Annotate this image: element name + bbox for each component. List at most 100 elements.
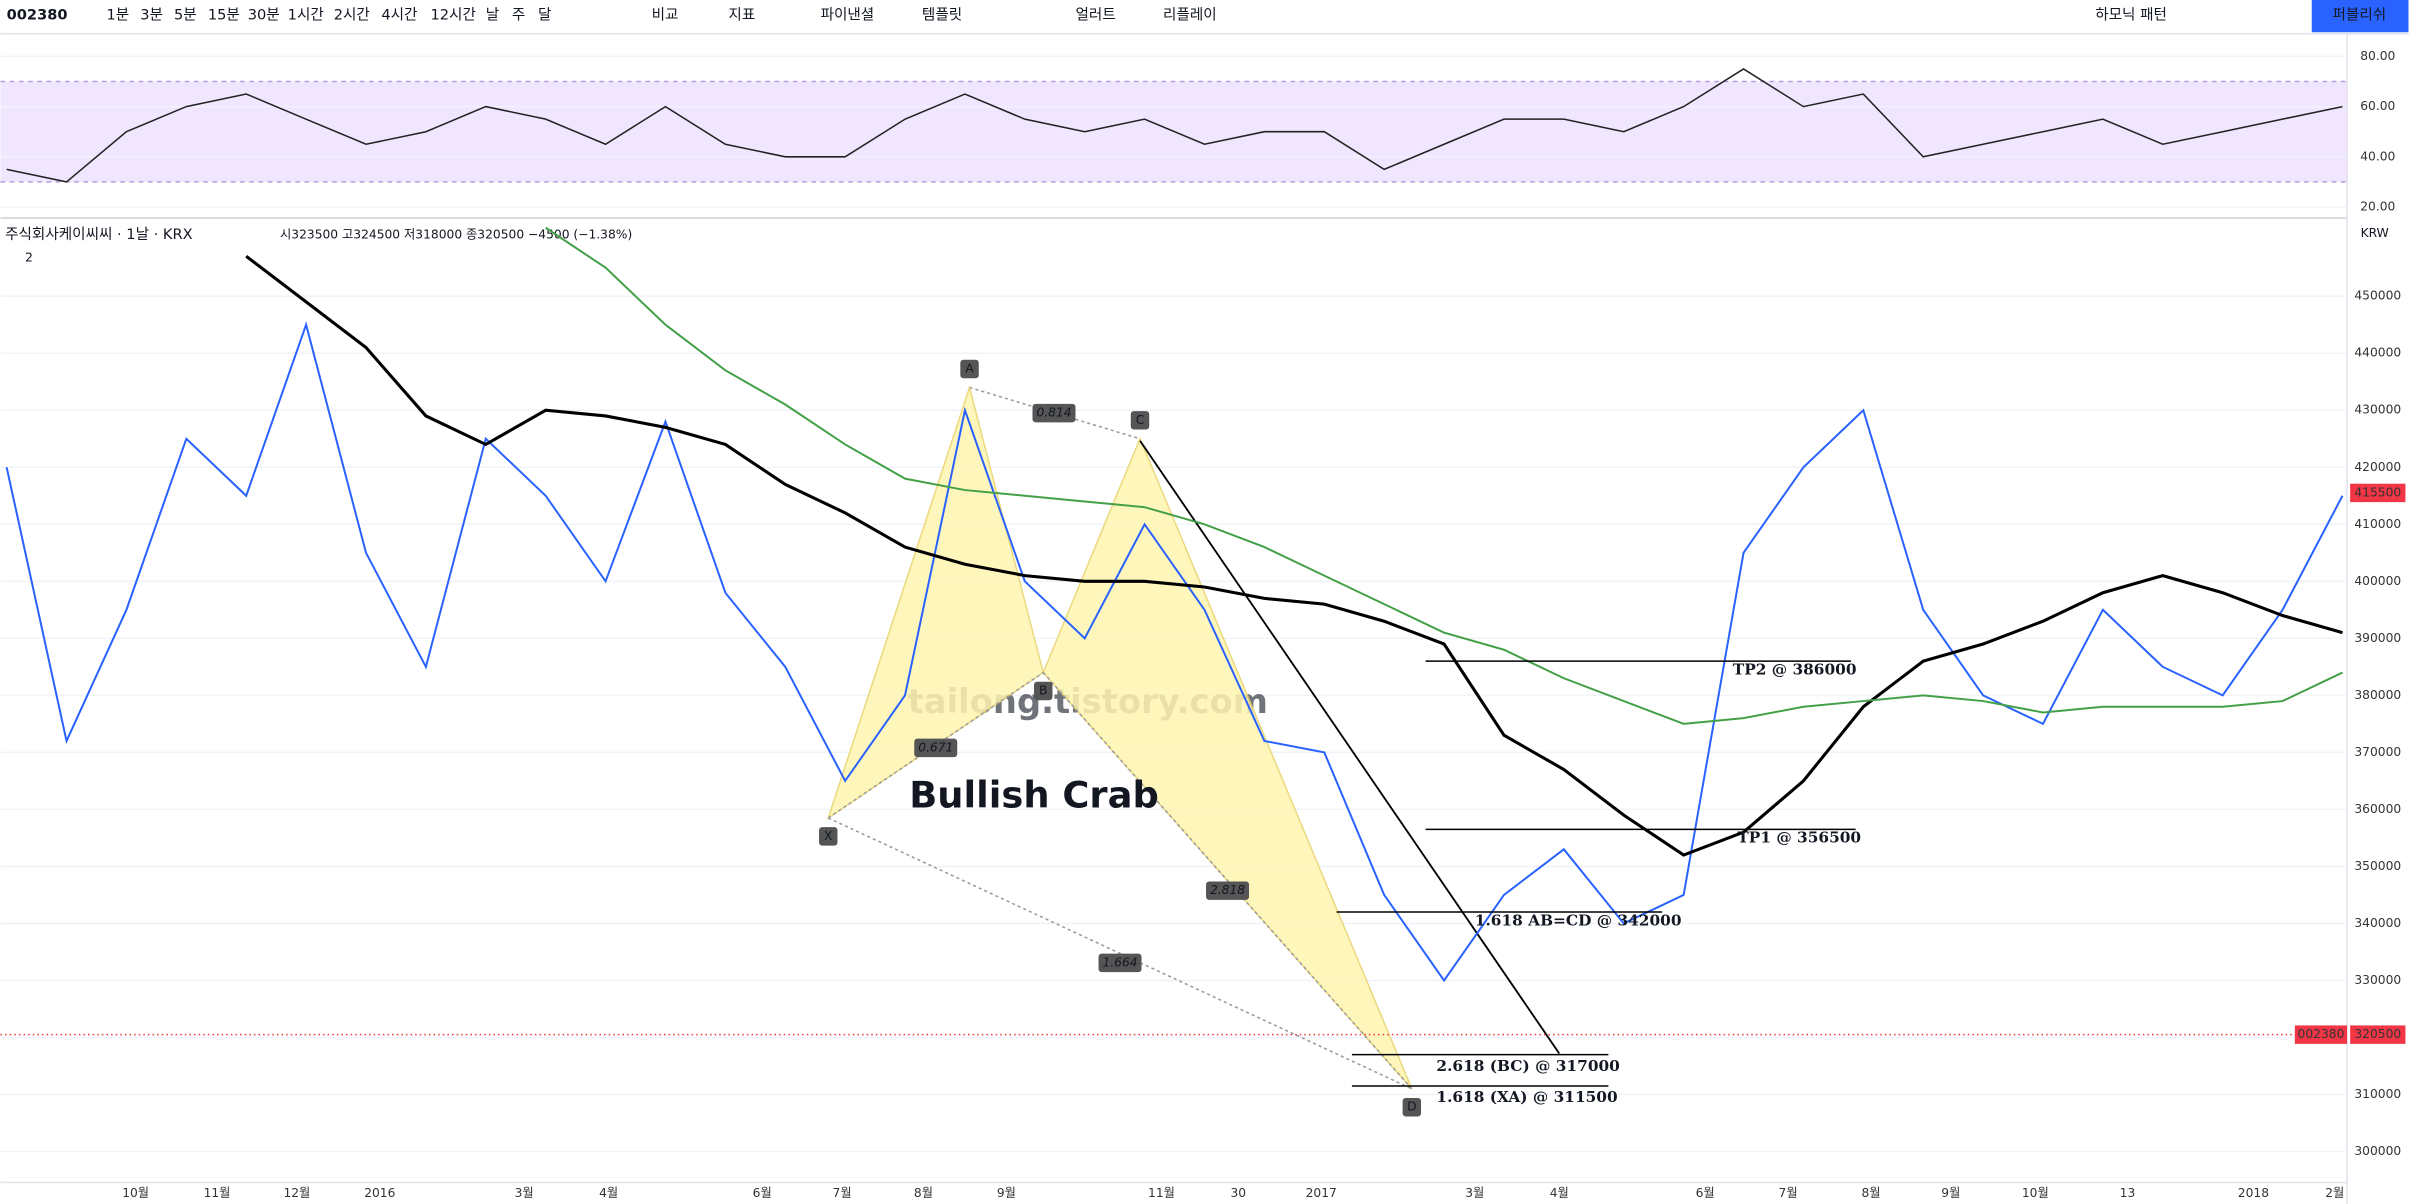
- interval-button[interactable]: 날: [486, 6, 499, 23]
- point-badge: [1034, 681, 1053, 701]
- publish-button[interactable]: [2311, 0, 2409, 33]
- pattern-button[interactable]: 하모닉 패턴: [2095, 6, 2167, 23]
- tool-button[interactable]: 비교: [652, 6, 679, 23]
- y-tick-label: 380000: [2354, 688, 2401, 702]
- x-tick-label: 13: [2120, 1186, 2136, 1200]
- y-tick-label: 310000: [2354, 1087, 2401, 1101]
- x-tick-label: 2016: [364, 1186, 395, 1200]
- ratio-line: [1042, 672, 1413, 1090]
- level-label: 2.618 (BC) @ 317000: [1436, 1057, 1619, 1075]
- x-tick-label: 6월: [753, 1186, 772, 1200]
- level-label: TP2 @ 386000: [1733, 660, 1857, 678]
- series-line: [245, 255, 2343, 857]
- y-tick-label: 340000: [2354, 916, 2401, 930]
- y-tick-label: 40.00: [2360, 149, 2395, 163]
- point-label: B: [1039, 683, 1047, 697]
- point-badge: [1130, 411, 1150, 430]
- interval-button[interactable]: 30분: [248, 6, 280, 23]
- y-tick-label: 360000: [2354, 802, 2401, 816]
- harmonic-leg: [1042, 436, 1413, 1090]
- series-line: [545, 226, 2343, 725]
- interval-button[interactable]: 4시간: [381, 6, 417, 23]
- x-tick-label: 10월: [122, 1186, 149, 1200]
- y-tick-label: 410000: [2354, 517, 2401, 531]
- y-tick-label: 370000: [2354, 745, 2401, 759]
- y-tick-label: 390000: [2354, 631, 2401, 645]
- ratio-badge: [914, 738, 958, 758]
- ratio-label: 2.818: [1210, 883, 1245, 897]
- x-tick-label: 7월: [833, 1186, 852, 1200]
- y-tick-label: 430000: [2354, 403, 2401, 417]
- series-line: [6, 68, 2343, 183]
- x-tick-label: 8월: [914, 1186, 933, 1200]
- x-tick-label: 4월: [599, 1186, 618, 1200]
- point-badge: [960, 359, 979, 379]
- tool-button[interactable]: 지표: [728, 6, 755, 23]
- y-tick-label: 400000: [2354, 574, 2401, 588]
- interval-button[interactable]: 달: [538, 6, 551, 23]
- interval-button[interactable]: 1분: [106, 6, 129, 23]
- x-tick-label: 9월: [997, 1186, 1016, 1200]
- level-label: 1.618 (XA) @ 311500: [1436, 1088, 1617, 1106]
- ratio-label: 0.671: [918, 740, 953, 754]
- tool-button[interactable]: 템플릿: [922, 6, 962, 23]
- legend-title: 주식회사케이씨씨 · 1날 · KRX: [5, 226, 192, 243]
- ratio-badge: [1098, 953, 1142, 973]
- x-tick-label: 10월: [2022, 1186, 2049, 1200]
- x-tick-label: 11월: [204, 1186, 231, 1200]
- ratio-label: 1.664: [1102, 955, 1137, 969]
- y-tick-label: 450000: [2354, 289, 2401, 303]
- symbol-tag: [2294, 1025, 2348, 1044]
- tool-button[interactable]: 리플레이: [1163, 6, 1217, 23]
- y-tick-label: 440000: [2354, 346, 2401, 360]
- x-tick-label: 2018: [2238, 1186, 2269, 1200]
- interval-button[interactable]: 1시간: [288, 6, 324, 23]
- y-tick-label: 350000: [2354, 859, 2401, 873]
- indicator-count[interactable]: 2: [25, 251, 33, 265]
- interval-button[interactable]: 15분: [208, 6, 240, 23]
- x-tick-label: 8월: [1861, 1186, 1880, 1200]
- interval-button[interactable]: 5분: [174, 6, 197, 23]
- ratio-badge: [1032, 403, 1076, 423]
- y-tick-label: 20.00: [2360, 200, 2395, 214]
- x-tick-label: 3월: [515, 1186, 534, 1200]
- interval-button[interactable]: 주: [512, 6, 525, 23]
- x-tick-label: 3월: [1465, 1186, 1484, 1200]
- publish-label[interactable]: 퍼블리쉬: [2333, 6, 2387, 23]
- point-label: C: [1136, 413, 1145, 427]
- tool-button[interactable]: 파이낸셜: [821, 6, 875, 23]
- level-label: TP1 @ 356500: [1737, 829, 1861, 847]
- x-tick-label: 30: [1230, 1186, 1246, 1200]
- ratio-line: [827, 817, 1413, 1090]
- point-label: X: [824, 829, 833, 843]
- price-tag-label: 415500: [2354, 485, 2401, 499]
- y-tick-label: 420000: [2354, 460, 2401, 474]
- point-label: A: [965, 362, 974, 376]
- x-tick-label: 7월: [1779, 1186, 1798, 1200]
- x-tick-label: 4월: [1550, 1186, 1569, 1200]
- x-tick-label: 9월: [1941, 1186, 1960, 1200]
- x-tick-label: 11월: [1148, 1186, 1175, 1200]
- y-tick-label: 60.00: [2360, 99, 2395, 113]
- trend-line: [1139, 440, 1561, 1055]
- point-badge: [1402, 1098, 1422, 1117]
- interval-button[interactable]: 3분: [140, 6, 163, 23]
- interval-button[interactable]: 2시간: [334, 6, 370, 23]
- toolbar: [0, 0, 2409, 34]
- x-tick-label: 6월: [1696, 1186, 1715, 1200]
- price-tag: [2350, 483, 2406, 503]
- y-tick-label: 80.00: [2360, 49, 2395, 63]
- ratio-label: 0.814: [1036, 406, 1071, 420]
- symbol[interactable]: 002380: [7, 6, 68, 23]
- tool-button[interactable]: 얼러트: [1076, 6, 1116, 23]
- price-tag-label: 320500: [2354, 1027, 2401, 1041]
- currency[interactable]: KRW: [2361, 226, 2389, 240]
- pattern-name: Bullish Crab: [909, 774, 1159, 817]
- interval-button[interactable]: 12시간: [431, 6, 476, 23]
- x-tick-label: 2월: [2325, 1186, 2344, 1200]
- point-badge: [819, 827, 838, 846]
- price-tag: [2350, 1025, 2406, 1044]
- x-tick-label: 2017: [1306, 1186, 1337, 1200]
